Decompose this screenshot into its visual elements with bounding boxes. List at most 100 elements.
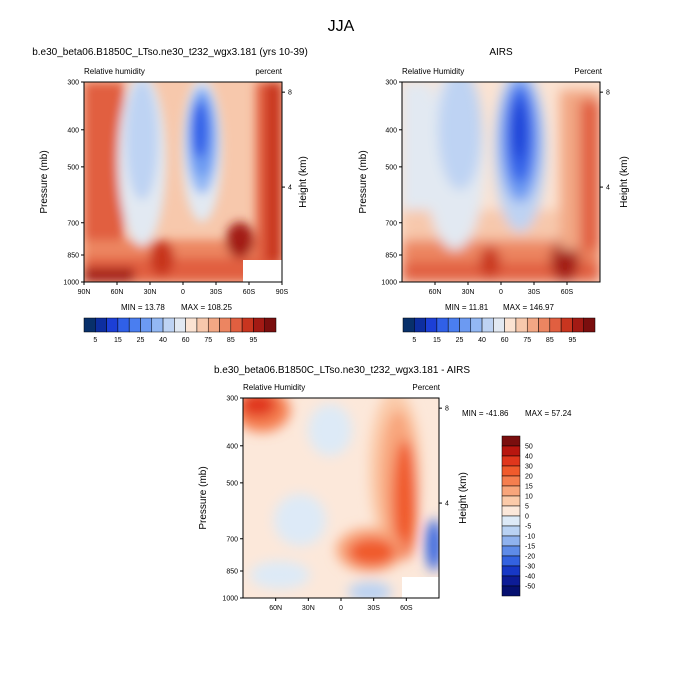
y-tick-label: 400: [67, 127, 79, 134]
colorbar-swatch: [447, 317, 460, 333]
panel-diff-ylabel: Pressure (mb): [198, 466, 209, 529]
colorbar-swatch: [219, 317, 232, 333]
colorbar-label: 95: [569, 337, 577, 344]
panel-diff-left-label: Relative Humidity: [243, 383, 305, 392]
y-tick-label: 1000: [222, 596, 238, 603]
colorbar-swatch: [436, 317, 449, 333]
colorbar-swatch: [501, 515, 521, 527]
panel-diff-right-ticks: 84: [439, 406, 449, 508]
y-tick-label: 850: [226, 569, 238, 576]
x-tick-label: 0: [339, 605, 343, 612]
colorbar-label: 95: [250, 337, 258, 344]
colorbar-swatch: [526, 317, 539, 333]
right-tick-label: 4: [606, 185, 610, 192]
x-tick-label: 0: [181, 289, 185, 296]
panel-diff: b.e30_beta06.B1850C_LTso.ne30_t232_wgx3.…: [198, 365, 572, 612]
y-tick-label: 500: [226, 480, 238, 487]
panel-diff-right-label: Percent: [412, 383, 440, 392]
x-tick-label: 30N: [462, 289, 475, 296]
panel-airs-right-ticks: 84: [600, 90, 610, 192]
colorbar-label: -10: [525, 534, 535, 541]
right-tick-label: 4: [445, 501, 449, 508]
right-tick-label: 4: [288, 185, 292, 192]
colorbar-label: 85: [546, 337, 554, 344]
colorbar-swatch: [162, 317, 175, 333]
colorbar-swatch: [151, 317, 164, 333]
y-tick-label: 300: [226, 396, 238, 403]
colorbar-swatch: [174, 317, 186, 333]
panel-diff-title: b.e30_beta06.B1850C_LTso.ne30_t232_wgx3.…: [214, 365, 470, 376]
x-tick-label: 30S: [528, 289, 541, 296]
colorbar-swatch: [501, 505, 521, 517]
panel-diff-max: MAX = 57.24: [525, 409, 572, 418]
colorbar-swatch: [501, 465, 521, 477]
colorbar-label: 85: [227, 337, 235, 344]
colorbar-label: 25: [137, 337, 145, 344]
colorbar-swatch: [501, 495, 521, 507]
x-tick-label: 60N: [429, 289, 442, 296]
y-tick-label: 400: [385, 127, 397, 134]
colorbar-swatch: [504, 317, 517, 333]
x-tick-label: 30N: [144, 289, 157, 296]
colorbar-swatch: [501, 475, 521, 487]
x-tick-label: 0: [499, 289, 503, 296]
y-tick-label: 700: [385, 220, 397, 227]
x-tick-label: 60N: [111, 289, 124, 296]
colorbar-swatch: [230, 317, 243, 333]
y-tick-label: 300: [67, 80, 79, 87]
panel-airs-colorbar: 5 15 25 40 60 75 85 95: [402, 317, 596, 344]
colorbar-label: -30: [525, 564, 535, 571]
panel-airs-ylabel: Pressure (mb): [358, 150, 369, 213]
right-tick-label: 8: [288, 90, 292, 97]
colorbar-swatch: [572, 317, 584, 333]
colorbar-swatch: [402, 317, 415, 333]
colorbar-label: -5: [525, 524, 531, 531]
panel-model-right-label: percent: [255, 67, 282, 76]
colorbar-swatch: [501, 575, 521, 587]
y-tick-label: 500: [67, 164, 79, 171]
colorbar-label: 5: [412, 337, 416, 344]
panel-airs-y-ticks: 300 400 500 700 850 1000: [381, 80, 402, 287]
colorbar-label: 40: [159, 337, 167, 344]
colorbar-swatch: [501, 525, 521, 537]
y-tick-label: 700: [226, 536, 238, 543]
colorbar-swatch: [128, 317, 141, 333]
panel-airs-ylabel-right: Height (km): [619, 156, 630, 208]
panel-model-ylabel: Pressure (mb): [39, 150, 50, 213]
colorbar-swatch: [481, 317, 494, 333]
panel-model-right-ticks: 84: [282, 90, 292, 192]
colorbar-swatch: [501, 545, 521, 557]
colorbar-swatch: [501, 555, 521, 567]
y-tick-label: 850: [67, 253, 79, 260]
colorbar-label: 5: [93, 337, 97, 344]
colorbar-swatch: [515, 317, 528, 333]
x-tick-label: 60N: [269, 605, 282, 612]
colorbar-swatch: [470, 317, 483, 333]
colorbar-swatch: [501, 535, 521, 547]
panel-model-colorbar: 5 15 25 40 60 75 85 95: [83, 317, 277, 344]
colorbar-swatch: [501, 445, 521, 457]
panel-airs: AIRS Relative Humidity Percent: [358, 47, 630, 344]
colorbar-label: 75: [523, 337, 531, 344]
colorbar-swatch: [501, 435, 521, 447]
panel-model-y-ticks: 300 400 500 700 850 1000: [63, 80, 84, 287]
y-tick-label: 850: [385, 253, 397, 260]
colorbar-label: 20: [525, 474, 533, 481]
x-tick-label: 60S: [400, 605, 413, 612]
panel-diff-ylabel-right: Height (km): [458, 472, 469, 524]
colorbar-swatch: [538, 317, 551, 333]
colorbar-label: 50: [525, 444, 533, 451]
colorbar-swatch: [501, 565, 521, 577]
colorbar-label: 15: [525, 484, 533, 491]
colorbar-swatch: [264, 317, 277, 333]
panel-airs-contour-field: [402, 82, 600, 282]
colorbar-label: 15: [433, 337, 441, 344]
panel-airs-right-label: Percent: [574, 67, 602, 76]
colorbar-swatch: [583, 317, 596, 333]
colorbar-swatch: [549, 317, 562, 333]
colorbar-swatch: [414, 317, 426, 333]
panel-model-max: MAX = 108.25: [181, 303, 232, 312]
colorbar-label: -50: [525, 584, 535, 591]
panel-airs-min: MIN = 11.81: [445, 303, 489, 312]
